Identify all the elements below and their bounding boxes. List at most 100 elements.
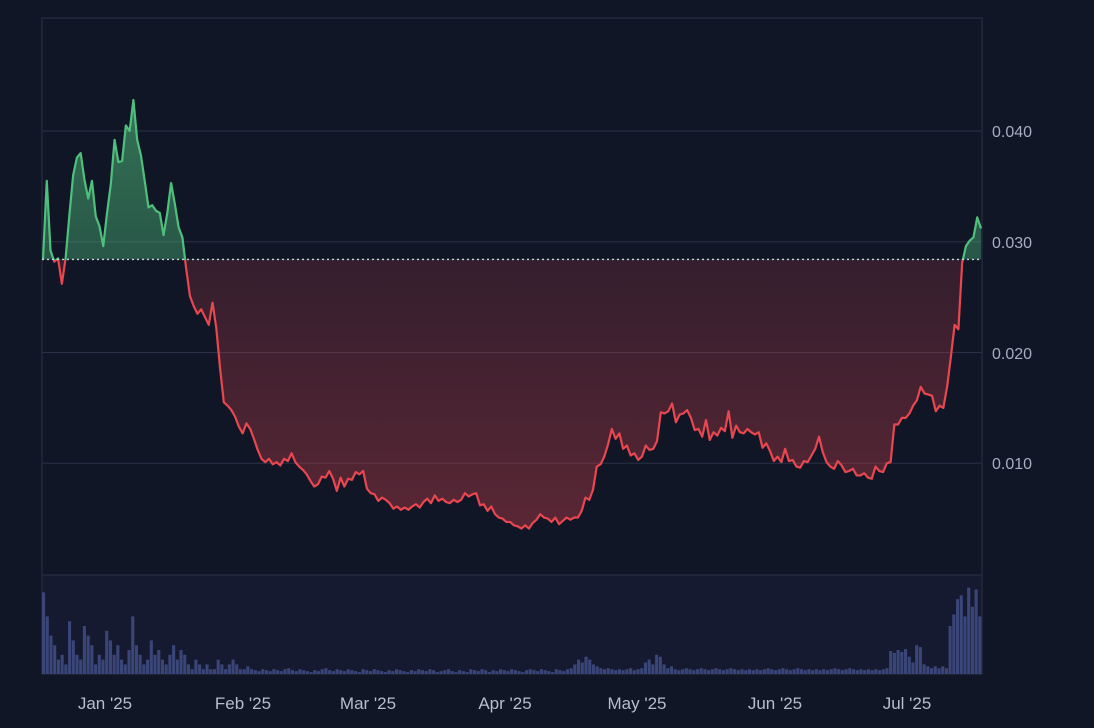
volume-bar (406, 672, 410, 674)
volume-bar (580, 662, 584, 674)
volume-bar (495, 671, 499, 674)
volume-bar (915, 645, 919, 674)
volume-bar (250, 669, 254, 674)
volume-bar (123, 664, 127, 674)
volume-bar (480, 669, 484, 674)
volume-bar (922, 664, 926, 674)
volume-bar (179, 650, 183, 674)
volume-bar (703, 669, 707, 674)
volume-bar (640, 668, 644, 674)
volume-bar (94, 664, 98, 674)
volume-bar (625, 669, 629, 674)
volume-bar (268, 671, 272, 674)
volume-bar (190, 669, 194, 674)
volume-bar (346, 669, 350, 674)
y-tick-label: 0.040 (992, 124, 1032, 141)
volume-bar (881, 669, 885, 674)
volume-bar (116, 645, 120, 674)
volume-bar (45, 616, 49, 674)
volume-bar (714, 668, 718, 674)
volume-bar (788, 670, 792, 674)
volume-bar (246, 666, 250, 674)
y-tick-label: 0.020 (992, 346, 1032, 363)
volume-bar (439, 671, 443, 674)
volume-bar (253, 670, 257, 674)
y-tick-label: 0.010 (992, 456, 1032, 473)
volume-bar (305, 671, 309, 674)
volume-bar (264, 670, 269, 674)
volume-bar (532, 670, 536, 674)
volume-bar (409, 670, 413, 674)
volume-bar (209, 669, 213, 674)
volume-bar (733, 669, 737, 674)
volume-bar (320, 669, 324, 674)
volume-bar (324, 668, 328, 674)
volume-bar (918, 647, 922, 674)
volume-bar (614, 670, 618, 674)
volume-bar (461, 671, 465, 674)
volume-bar (959, 595, 963, 674)
volume-bar (632, 670, 636, 674)
volume-bar (588, 659, 592, 674)
volume-bar (469, 669, 473, 674)
volume-bar (220, 664, 224, 674)
price-line (42, 98, 982, 530)
volume-bar (443, 670, 447, 674)
volume-bar (502, 670, 506, 674)
volume-bar (643, 662, 648, 674)
volume-bar (131, 616, 135, 674)
volume-bar (465, 672, 469, 674)
volume-bar (647, 659, 651, 674)
volume-bar (60, 654, 64, 674)
volume-bar (261, 669, 265, 674)
volume-bar (402, 671, 406, 674)
volume-bar (885, 668, 889, 674)
volume-bar (929, 668, 934, 674)
volume-bar (536, 671, 540, 674)
volume-bar (785, 669, 789, 674)
volume-bar (276, 670, 280, 674)
volume-bar (889, 650, 893, 674)
volume-bar (71, 640, 75, 674)
volume-bar (658, 656, 662, 674)
volume-bar (863, 670, 867, 674)
volume-bar (903, 649, 908, 674)
volume-bar (450, 671, 454, 674)
volume-bar (577, 659, 581, 674)
volume-bar (216, 659, 220, 674)
volume-bar (227, 664, 231, 674)
x-tick-label: Jul '25 (883, 694, 932, 713)
volume-bar (186, 664, 191, 674)
volume-bar (610, 669, 614, 674)
volume-bar (205, 664, 209, 674)
volume-background (42, 575, 982, 674)
volume-bar (963, 616, 967, 674)
area-above-baseline (43, 99, 981, 260)
volume-bar (476, 671, 480, 674)
volume-bar (79, 659, 83, 674)
volume-bar (569, 668, 573, 674)
volume-bar (599, 668, 603, 674)
volume-bar (164, 664, 168, 674)
volume-bar (365, 670, 369, 674)
volume-bar (770, 669, 774, 674)
volume-bar (825, 670, 830, 674)
volume-bar (435, 672, 439, 674)
volume-bar (799, 669, 804, 674)
volume-bar (811, 670, 815, 674)
volume-bar (621, 670, 625, 674)
volume-bar (562, 671, 566, 674)
volume-bar (651, 664, 655, 674)
line-below-baseline (52, 260, 964, 530)
volume-bar (952, 614, 956, 674)
volume-bar (127, 650, 131, 674)
volume-bar (725, 669, 729, 674)
volume-bar (194, 659, 198, 674)
volume-bar (595, 666, 599, 674)
volume-bar (56, 659, 60, 674)
volume-bar (907, 656, 911, 674)
volume-bar (398, 670, 402, 674)
volume-bar (933, 666, 937, 674)
volume-bar (432, 670, 436, 674)
x-tick-label: Apr '25 (478, 694, 531, 713)
